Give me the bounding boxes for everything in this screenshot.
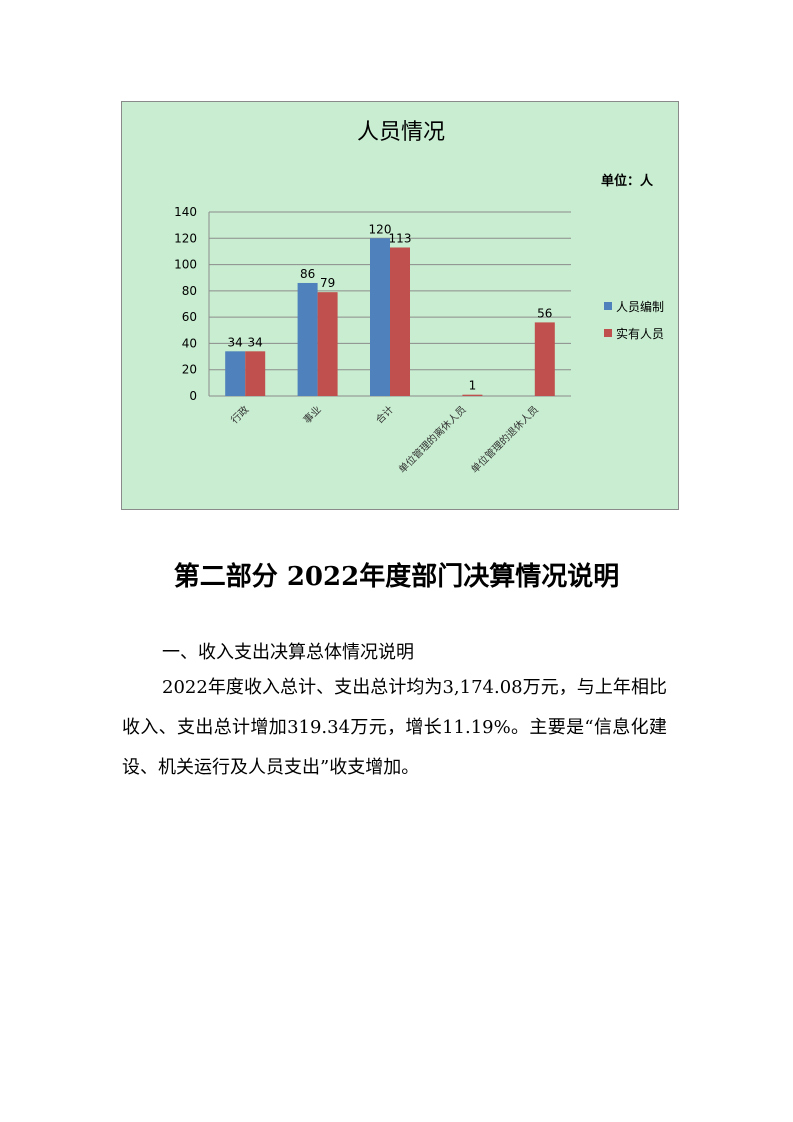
y-tick-label: 20 — [182, 363, 197, 377]
y-tick-label: 120 — [174, 231, 197, 245]
y-tick-label: 40 — [182, 336, 197, 350]
x-tick-label: 单位管理的退休人员 — [468, 403, 541, 476]
x-tick-label: 合计 — [373, 403, 396, 426]
bar-actual — [462, 394, 483, 396]
legend-swatch — [604, 302, 612, 310]
y-tick-label: 140 — [174, 205, 197, 219]
bar-actual — [317, 292, 338, 396]
data-label: 34 — [248, 335, 263, 349]
section-title: 一、收入支出决算总体情况说明 — [162, 642, 414, 663]
x-tick-label: 事业 — [300, 403, 323, 426]
page-heading: 第二部分 2022年度部门决算情况说明 — [173, 562, 620, 592]
y-tick-label: 100 — [174, 258, 197, 272]
unit-label: 单位：人 — [601, 173, 654, 189]
bar-actual — [390, 247, 410, 396]
x-tick-label: 单位管理的离休人员 — [396, 403, 469, 476]
bar-quota — [225, 351, 246, 396]
data-label: 1 — [469, 379, 477, 393]
bar-actual — [245, 351, 266, 396]
y-tick-label: 60 — [182, 310, 197, 324]
personnel-chart: 人员情况单位：人 0 20 40 60 80 100 120 140 34 34 行政 86 79 事业 12… — [121, 101, 679, 510]
legend-label: 人员编制 — [616, 299, 664, 314]
body-paragraph: 2022年度收入总计、支出总计均为3,174.08万元，与上年相比收入、支出总计… — [122, 677, 667, 778]
y-tick-label: 0 — [189, 389, 197, 403]
bar-quota — [297, 282, 318, 396]
bar-quota — [370, 238, 390, 396]
data-label: 34 — [228, 335, 243, 349]
chart-title: 人员情况 — [357, 120, 445, 145]
data-label: 79 — [320, 276, 335, 290]
x-tick-label: 行政 — [228, 403, 251, 426]
data-label: 56 — [537, 306, 552, 320]
legend-swatch — [604, 329, 612, 337]
bar-actual — [534, 322, 555, 396]
data-label: 113 — [389, 231, 412, 245]
y-tick-label: 80 — [182, 284, 197, 298]
legend-label: 实有人员 — [616, 326, 664, 341]
data-label: 86 — [300, 267, 315, 281]
data-label: 120 — [369, 222, 392, 236]
